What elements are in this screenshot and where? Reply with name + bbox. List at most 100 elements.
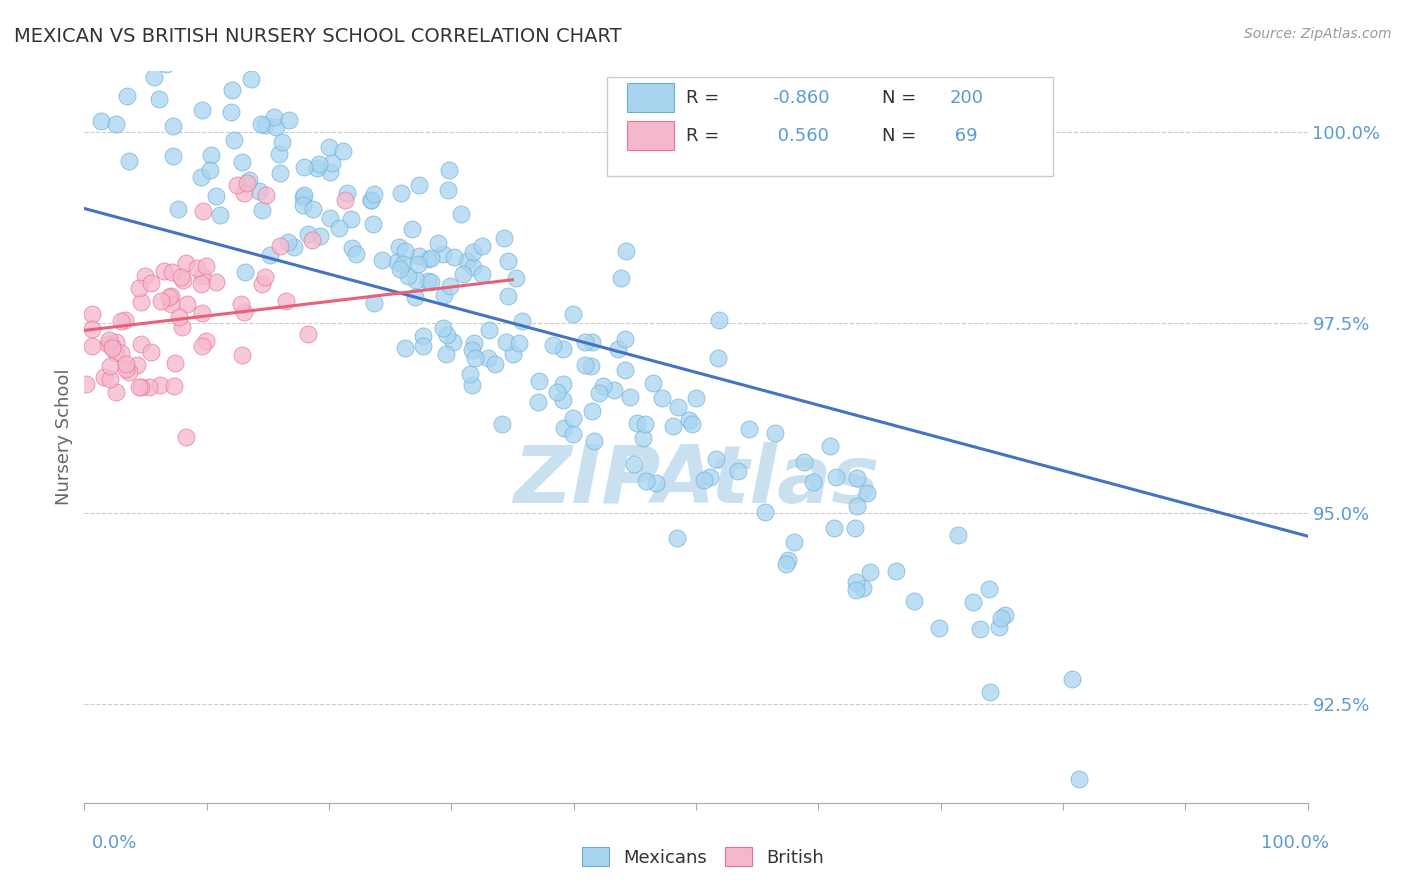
Point bbox=[463, 245, 485, 260]
Point bbox=[159, 297, 181, 311]
Point bbox=[401, 221, 423, 235]
Point bbox=[344, 246, 367, 260]
Point bbox=[190, 169, 212, 184]
Point bbox=[93, 370, 115, 384]
Point bbox=[360, 193, 382, 207]
Point bbox=[172, 273, 194, 287]
Point bbox=[114, 361, 136, 376]
Point bbox=[681, 417, 703, 431]
Point bbox=[699, 469, 721, 483]
Point bbox=[129, 379, 152, 393]
Point bbox=[105, 384, 128, 399]
Point bbox=[162, 149, 184, 163]
Point bbox=[82, 307, 104, 321]
Point bbox=[626, 417, 648, 431]
Point bbox=[98, 371, 121, 385]
Point bbox=[97, 333, 120, 347]
Point bbox=[301, 233, 323, 247]
Point bbox=[167, 202, 190, 216]
Point bbox=[574, 334, 596, 349]
Text: N =: N = bbox=[882, 88, 917, 107]
Text: ZIPAtlas: ZIPAtlas bbox=[513, 442, 879, 520]
Point bbox=[633, 417, 655, 431]
Point bbox=[75, 377, 97, 392]
Point bbox=[389, 186, 412, 201]
Text: R =: R = bbox=[686, 127, 720, 145]
Point bbox=[253, 118, 276, 132]
Point bbox=[118, 365, 141, 379]
Point bbox=[651, 391, 673, 405]
Point bbox=[209, 208, 232, 222]
Point bbox=[782, 535, 804, 549]
Point bbox=[478, 323, 501, 337]
Point bbox=[412, 329, 434, 343]
Point bbox=[405, 272, 427, 286]
Point bbox=[408, 178, 430, 193]
Point bbox=[845, 471, 868, 485]
Point bbox=[502, 346, 524, 360]
Point bbox=[775, 558, 797, 572]
Point bbox=[176, 296, 198, 310]
Text: N =: N = bbox=[882, 127, 917, 145]
Point bbox=[252, 203, 274, 218]
Point bbox=[233, 265, 256, 279]
Point bbox=[219, 105, 242, 120]
Point bbox=[581, 334, 603, 349]
Point bbox=[162, 265, 184, 279]
Point bbox=[195, 259, 218, 273]
Point bbox=[269, 166, 291, 180]
Point bbox=[283, 240, 305, 254]
Text: R =: R = bbox=[686, 88, 720, 107]
Point bbox=[678, 412, 700, 426]
Point bbox=[463, 336, 485, 351]
Point bbox=[437, 183, 460, 197]
Point bbox=[529, 374, 551, 388]
Point bbox=[793, 455, 815, 469]
Point bbox=[363, 296, 385, 310]
Point bbox=[328, 220, 350, 235]
Point bbox=[553, 392, 575, 407]
Point bbox=[110, 346, 132, 360]
Point bbox=[157, 290, 180, 304]
Point bbox=[82, 12, 104, 27]
Point bbox=[607, 342, 630, 356]
Point bbox=[456, 254, 478, 268]
Point bbox=[363, 187, 385, 202]
Point bbox=[274, 294, 297, 309]
Point bbox=[581, 404, 603, 418]
Point bbox=[340, 212, 363, 227]
Point bbox=[97, 337, 120, 351]
Point bbox=[707, 351, 730, 365]
Point bbox=[903, 594, 925, 608]
Point bbox=[588, 385, 610, 400]
Point bbox=[114, 313, 136, 327]
Point bbox=[610, 271, 633, 285]
Point bbox=[461, 378, 484, 392]
Point bbox=[614, 363, 637, 377]
Point bbox=[318, 139, 340, 153]
Point bbox=[162, 120, 184, 134]
Point bbox=[191, 339, 214, 353]
Point bbox=[412, 339, 434, 353]
Point bbox=[551, 377, 574, 392]
Point bbox=[527, 395, 550, 409]
Point bbox=[163, 356, 186, 370]
FancyBboxPatch shape bbox=[606, 78, 1053, 176]
Point bbox=[458, 367, 481, 381]
Point bbox=[492, 231, 515, 245]
Point bbox=[371, 253, 394, 268]
Point bbox=[301, 202, 323, 217]
Point bbox=[603, 383, 626, 397]
Point bbox=[579, 359, 602, 374]
Point bbox=[247, 185, 270, 199]
Point bbox=[416, 252, 439, 267]
Point bbox=[928, 621, 950, 635]
Point bbox=[148, 377, 170, 392]
Point bbox=[292, 188, 315, 202]
Point bbox=[292, 190, 315, 204]
Point bbox=[186, 260, 208, 275]
Point bbox=[167, 310, 190, 325]
Point bbox=[1067, 772, 1090, 786]
Point bbox=[238, 172, 260, 186]
Point bbox=[105, 117, 128, 131]
